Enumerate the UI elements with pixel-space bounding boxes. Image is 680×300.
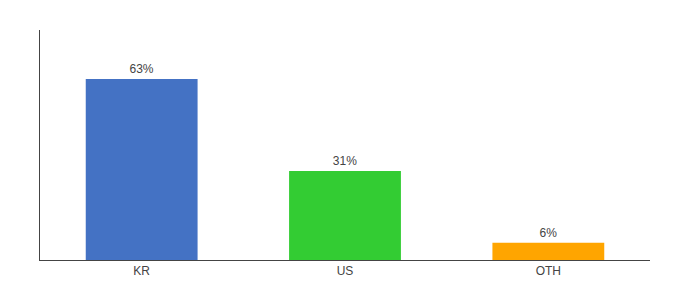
svg-text:US: US bbox=[337, 264, 354, 278]
svg-text:63%: 63% bbox=[129, 62, 153, 76]
svg-text:31%: 31% bbox=[333, 154, 357, 168]
svg-text:OTH: OTH bbox=[536, 264, 561, 278]
svg-text:KR: KR bbox=[133, 264, 150, 278]
svg-text:6%: 6% bbox=[539, 226, 557, 240]
